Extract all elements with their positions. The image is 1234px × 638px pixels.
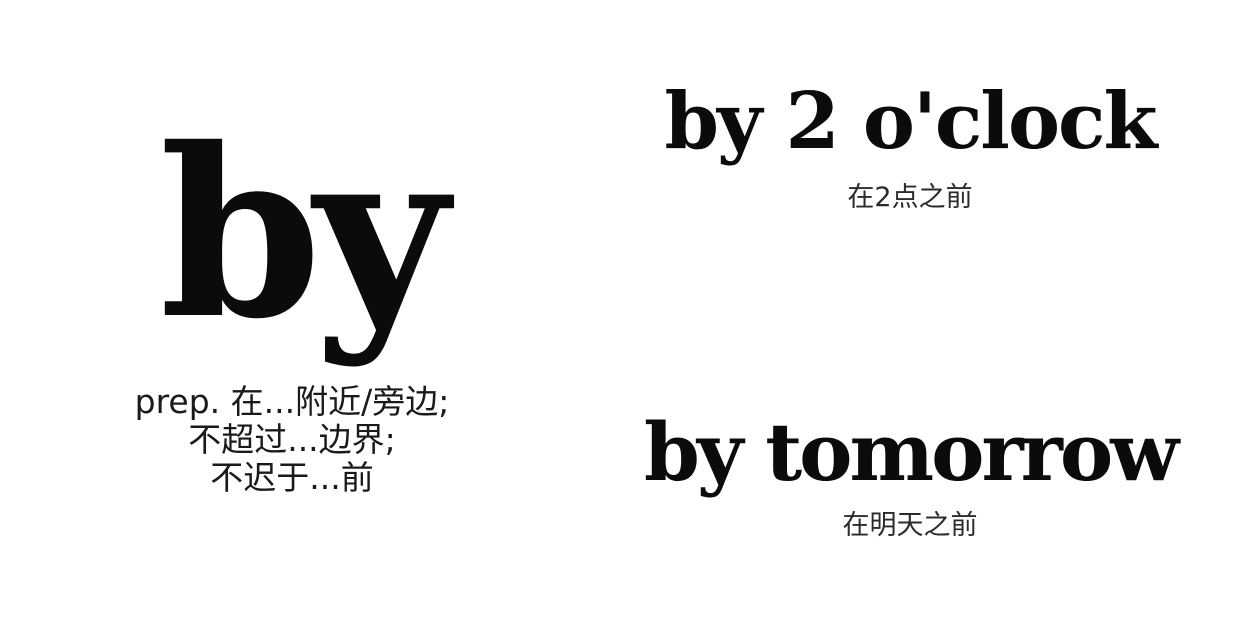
example-translation-1: 在2点之前 — [847, 182, 973, 213]
example-phrase-1: by 2 o'clock — [664, 76, 1157, 167]
headword: by — [159, 97, 448, 370]
example-translation-2: 在明天之前 — [842, 510, 978, 541]
example-phrase-2: by tomorrow — [643, 405, 1179, 499]
definition-line-2: 不超过...边界; — [188, 420, 396, 459]
definition-line-3: 不迟于...前 — [210, 458, 374, 497]
definition-line-1: prep. 在...附近/旁边; — [134, 382, 450, 421]
definition: prep. 在...附近/旁边; 不超过...边界; 不迟于...前 — [92, 383, 492, 497]
